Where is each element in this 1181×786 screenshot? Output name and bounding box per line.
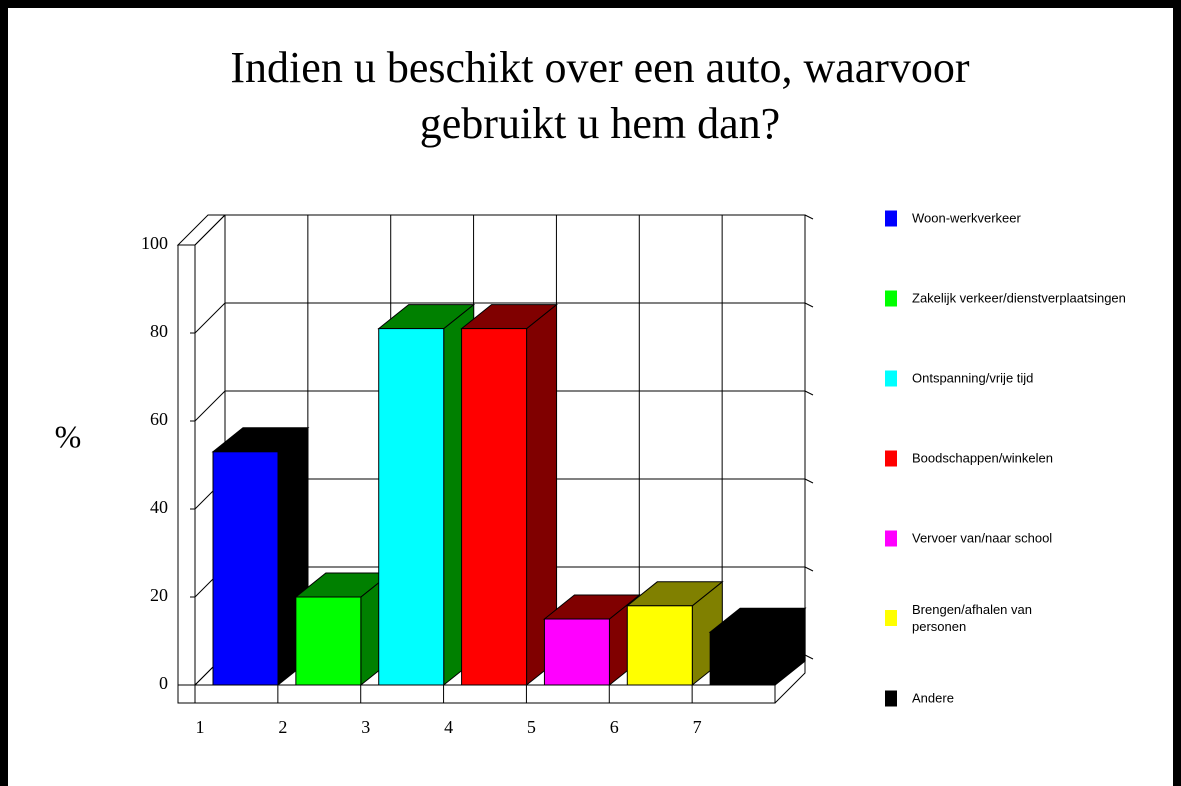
bar-front [626,605,693,686]
y-tick-label: 80 [150,321,168,341]
y-tick-label: 40 [150,497,168,517]
grid-line-right [804,214,814,220]
grid-line-right [804,478,814,484]
x-tick-label: 1 [196,717,205,737]
legend-item: Zakelijk verkeer/dienstverplaatsingen [885,290,1165,307]
legend-item: Vervoer van/naar school [885,530,1165,547]
bar-front [709,631,776,686]
x-tick-label: 3 [361,717,370,737]
bar-front [461,328,528,686]
legend-item: Andere [885,690,1165,707]
legend-swatch [885,610,897,626]
bar [294,571,393,687]
left-wall [176,214,227,246]
grid-line-right [804,566,814,572]
legend-label: Brengen/afhalen van personen [912,602,1032,634]
bar-front [543,618,610,686]
y-tick-label: 0 [159,673,168,693]
legend-swatch [885,290,897,306]
grid-line-right [804,302,814,308]
bar-front [295,596,362,686]
legend-label: Vervoer van/naar school [912,530,1053,546]
bar [377,303,476,687]
chart: Indien u beschikt over een auto, waarvoo… [55,43,970,737]
legend-label: Ontspanning/vrije tijd [912,370,1034,386]
grid-line-side [194,302,226,334]
chart-title: Indien u beschikt over een auto, waarvoo… [230,43,970,148]
legend-item: Woon-werkverkeer [885,210,1165,227]
bar-front [212,451,279,686]
floor-front [177,684,776,704]
x-tick-label: 5 [527,717,536,737]
bar [543,593,641,687]
x-tick-label: 4 [444,717,453,737]
grid-line-side [194,214,226,246]
legend-swatch [885,690,897,706]
legend-label: Woon-werkverkeer [912,210,1021,226]
x-tick-label: 7 [693,717,702,737]
x-tick-label: 6 [610,717,619,737]
x-tick-label: 2 [278,717,287,737]
grid-line-right [804,654,814,660]
bar [211,426,310,687]
legend-label: Zakelijk verkeer/dienstverplaatsingen [912,290,1126,306]
y-tick-label: 20 [150,585,168,605]
legend-item: Boodschappen/winkelen [885,450,1165,467]
legend-item: Ontspanning/vrije tijd [885,370,1165,387]
y-axis-label: % [55,418,82,454]
legend-swatch [885,370,897,386]
legend-label: Boodschappen/winkelen [912,450,1053,466]
bar [625,580,724,687]
legend-label: Andere [912,690,954,706]
legend-swatch [885,210,897,226]
y-tick-label: 60 [150,409,168,429]
bar [708,607,807,687]
legend-swatch [885,530,897,546]
left-wall-front [177,244,196,704]
legend-item: Brengen/afhalen van personen [885,601,1165,635]
bar-front [378,328,445,686]
grid-line-side [194,390,226,422]
legend-swatch [885,450,897,466]
y-tick-label: 100 [141,233,168,253]
grid-line-right [804,390,814,396]
bar [460,303,558,687]
